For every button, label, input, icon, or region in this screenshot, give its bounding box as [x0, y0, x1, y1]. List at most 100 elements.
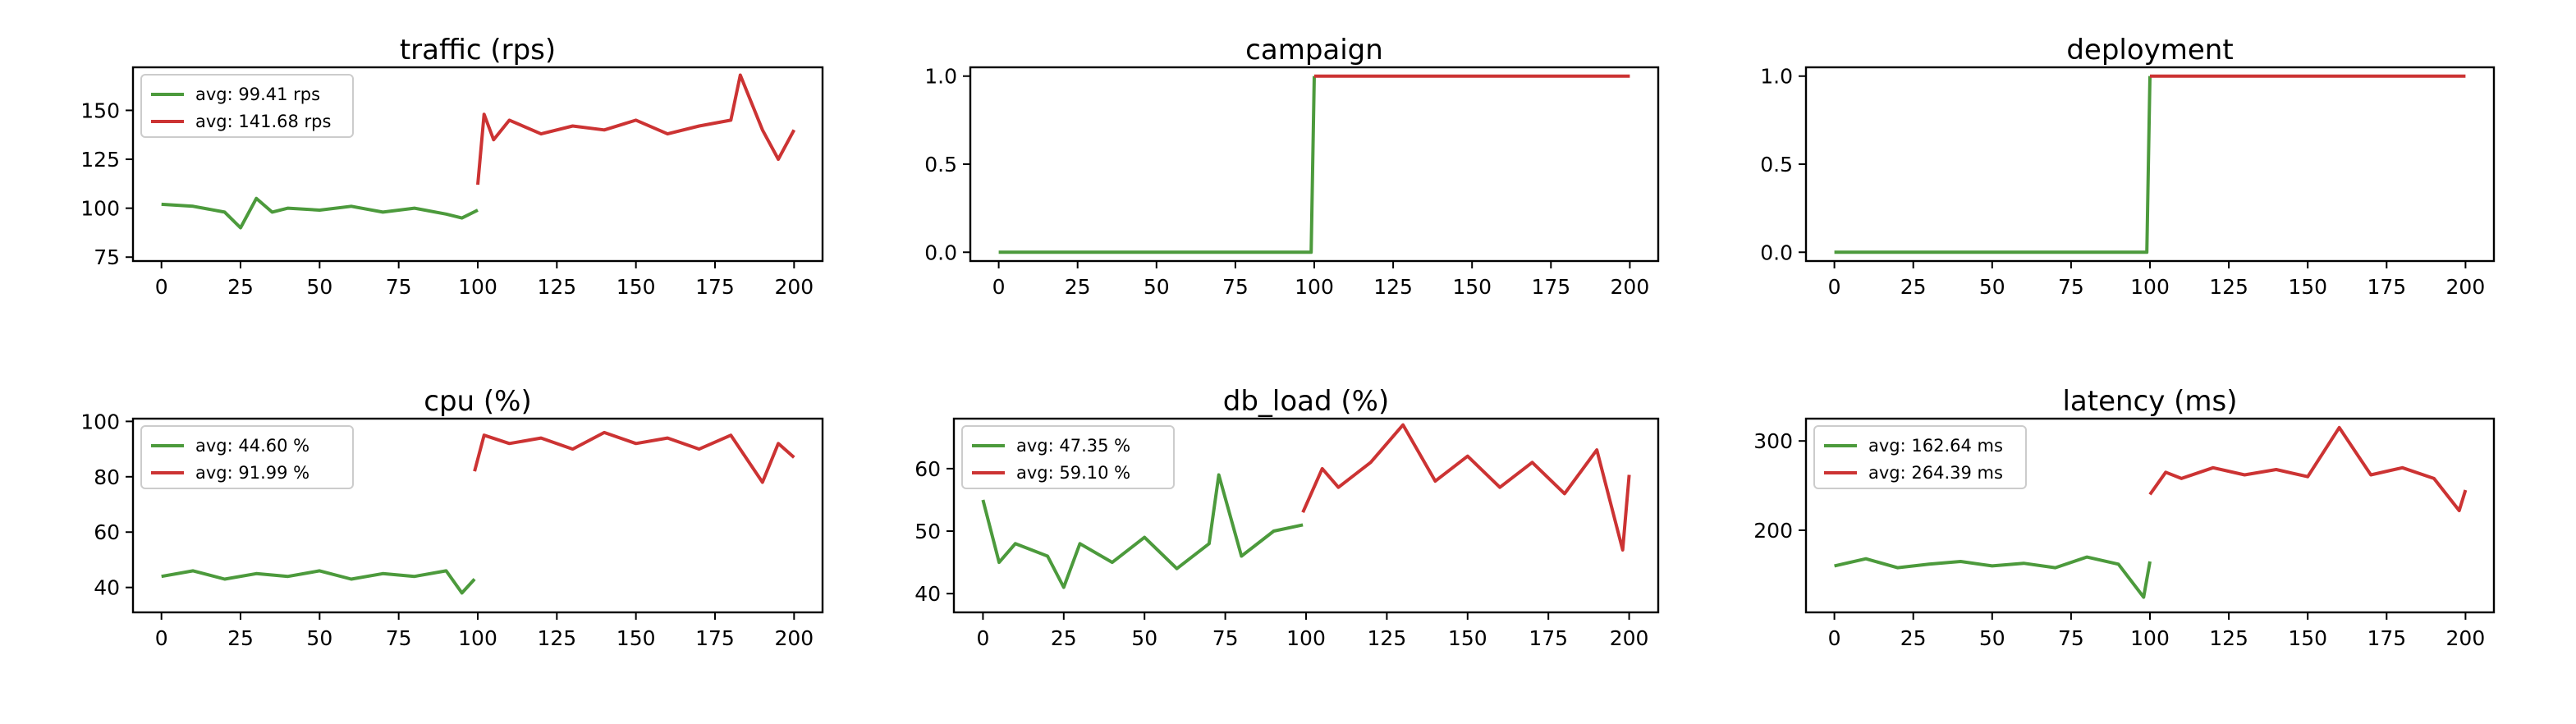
series-line-before [161, 569, 476, 595]
y-tick-label: 60 [914, 457, 941, 481]
y-tick-label: 0.0 [1760, 241, 1793, 264]
y-tick-label: 0.5 [924, 153, 957, 176]
chart-title: deployment [2066, 34, 2233, 66]
series-line-before [161, 196, 479, 230]
x-tick-label: 0 [992, 275, 1006, 299]
legend-box [961, 425, 1175, 489]
y-tick-label: 1.0 [924, 65, 957, 89]
x-tick-label: 125 [537, 626, 576, 650]
x-tick-label: 25 [1065, 275, 1091, 299]
y-tick-label: 0.5 [1760, 153, 1793, 176]
x-tick-label: 75 [1212, 626, 1239, 650]
series-line-after [2148, 425, 2468, 512]
legend-label: avg: 47.35 % [1016, 436, 1130, 456]
x-tick-label: 100 [458, 275, 497, 299]
chart-title: cpu (%) [424, 385, 531, 418]
plot-area-frame [131, 417, 824, 614]
legend-box [140, 74, 354, 138]
x-tick-label: 125 [2209, 626, 2248, 650]
series-line-before [1834, 555, 2152, 599]
x-tick-label: 75 [2058, 275, 2084, 299]
x-tick-label: 100 [2130, 626, 2170, 650]
x-tick-label: 50 [306, 275, 332, 299]
x-tick-label: 200 [774, 275, 814, 299]
y-tick-label: 80 [94, 465, 120, 489]
legend: avg: 162.64 ms avg: 264.39 ms [1813, 425, 2027, 489]
legend-label: avg: 59.10 % [1016, 463, 1130, 483]
x-tick-label: 175 [1531, 275, 1570, 299]
x-tick-label: 150 [2288, 626, 2327, 650]
y-tick-label: 75 [94, 245, 120, 269]
legend-label: avg: 141.68 rps [195, 112, 331, 131]
x-tick-label: 0 [1828, 626, 1841, 650]
chart-title: campaign [1245, 34, 1383, 66]
legend: avg: 47.35 % avg: 59.10 % [961, 425, 1175, 489]
x-tick-label: 0 [1828, 275, 1841, 299]
x-tick-label: 200 [1610, 626, 1649, 650]
series-line-after [476, 73, 796, 186]
x-tick-label: 125 [1368, 626, 1407, 650]
chart-title: traffic (rps) [400, 34, 556, 66]
x-tick-label: 50 [1979, 626, 2005, 650]
plot-area-frame [952, 417, 1660, 614]
x-tick-label: 25 [227, 626, 254, 650]
x-tick-label: 150 [1452, 275, 1492, 299]
x-tick-label: 150 [616, 275, 656, 299]
chart-panel-4: db_load (%) 0 25 50 75 100 125 150 175 200 40 50 60 a… [914, 385, 1660, 650]
legend-box [140, 425, 354, 489]
x-tick-label: 0 [976, 626, 989, 650]
series-line-after [473, 430, 795, 484]
x-tick-label: 125 [1373, 275, 1413, 299]
y-tick-label: 0.0 [924, 241, 957, 264]
x-tick-label: 0 [155, 626, 168, 650]
x-tick-label: 50 [306, 626, 332, 650]
legend-label: avg: 264.39 ms [1868, 463, 2003, 483]
legend-label: avg: 91.99 % [195, 463, 309, 483]
legend-label: avg: 44.60 % [195, 436, 309, 456]
x-tick-label: 175 [1529, 626, 1568, 650]
chart-panel-1: campaign 0 25 50 75 100 125 150 175 200 0.0 0.5 1.0 [924, 34, 1660, 299]
chart-title: latency (ms) [2062, 385, 2237, 418]
series-line-before [981, 473, 1304, 589]
x-tick-label: 50 [1979, 275, 2005, 299]
chart-panel-3: cpu (%) 0 25 50 75 100 125 150 175 200 40 60 80 100 av… [80, 385, 824, 650]
x-tick-label: 75 [1222, 275, 1249, 299]
x-tick-label: 200 [774, 626, 814, 650]
x-tick-label: 150 [616, 626, 656, 650]
x-tick-label: 150 [2288, 275, 2327, 299]
legend-label: avg: 162.64 ms [1868, 436, 2003, 456]
x-tick-label: 50 [1131, 626, 1157, 650]
y-tick-label: 40 [914, 582, 941, 606]
legend-label: avg: 99.41 rps [195, 85, 320, 104]
x-tick-label: 0 [155, 275, 168, 299]
x-tick-label: 100 [1286, 626, 1326, 650]
y-tick-label: 100 [80, 197, 120, 221]
x-tick-label: 175 [2367, 626, 2406, 650]
x-tick-label: 200 [1611, 275, 1650, 299]
x-tick-label: 175 [695, 626, 735, 650]
x-tick-label: 25 [1051, 626, 1077, 650]
series-line-before [1834, 76, 2152, 254]
x-tick-label: 75 [386, 275, 412, 299]
x-tick-label: 25 [1900, 626, 1927, 650]
y-tick-label: 60 [94, 520, 120, 544]
chart-panel-0: traffic (rps) 0 25 50 75 100 125 150 175 200 75 100… [80, 34, 824, 299]
plot-area-frame [131, 66, 824, 263]
x-tick-label: 100 [1295, 275, 1334, 299]
chart-panel-2: deployment 0 25 50 75 100 125 150 175 200 0.0 0.5 1.… [1760, 34, 2496, 299]
y-tick-label: 125 [80, 148, 120, 172]
x-tick-label: 150 [1448, 626, 1487, 650]
x-tick-label: 100 [458, 626, 497, 650]
x-tick-label: 50 [1144, 275, 1170, 299]
plot-area-frame [1804, 66, 2496, 263]
y-tick-label: 40 [94, 576, 120, 600]
y-tick-label: 150 [80, 99, 120, 122]
y-tick-label: 100 [80, 410, 120, 433]
plot-area-frame [969, 66, 1660, 263]
y-tick-label: 200 [1753, 519, 1793, 543]
legend-box [1813, 425, 2027, 489]
y-tick-label: 1.0 [1760, 65, 1793, 89]
x-tick-label: 25 [227, 275, 254, 299]
x-tick-label: 175 [695, 275, 735, 299]
chart-title: db_load (%) [1223, 385, 1389, 418]
